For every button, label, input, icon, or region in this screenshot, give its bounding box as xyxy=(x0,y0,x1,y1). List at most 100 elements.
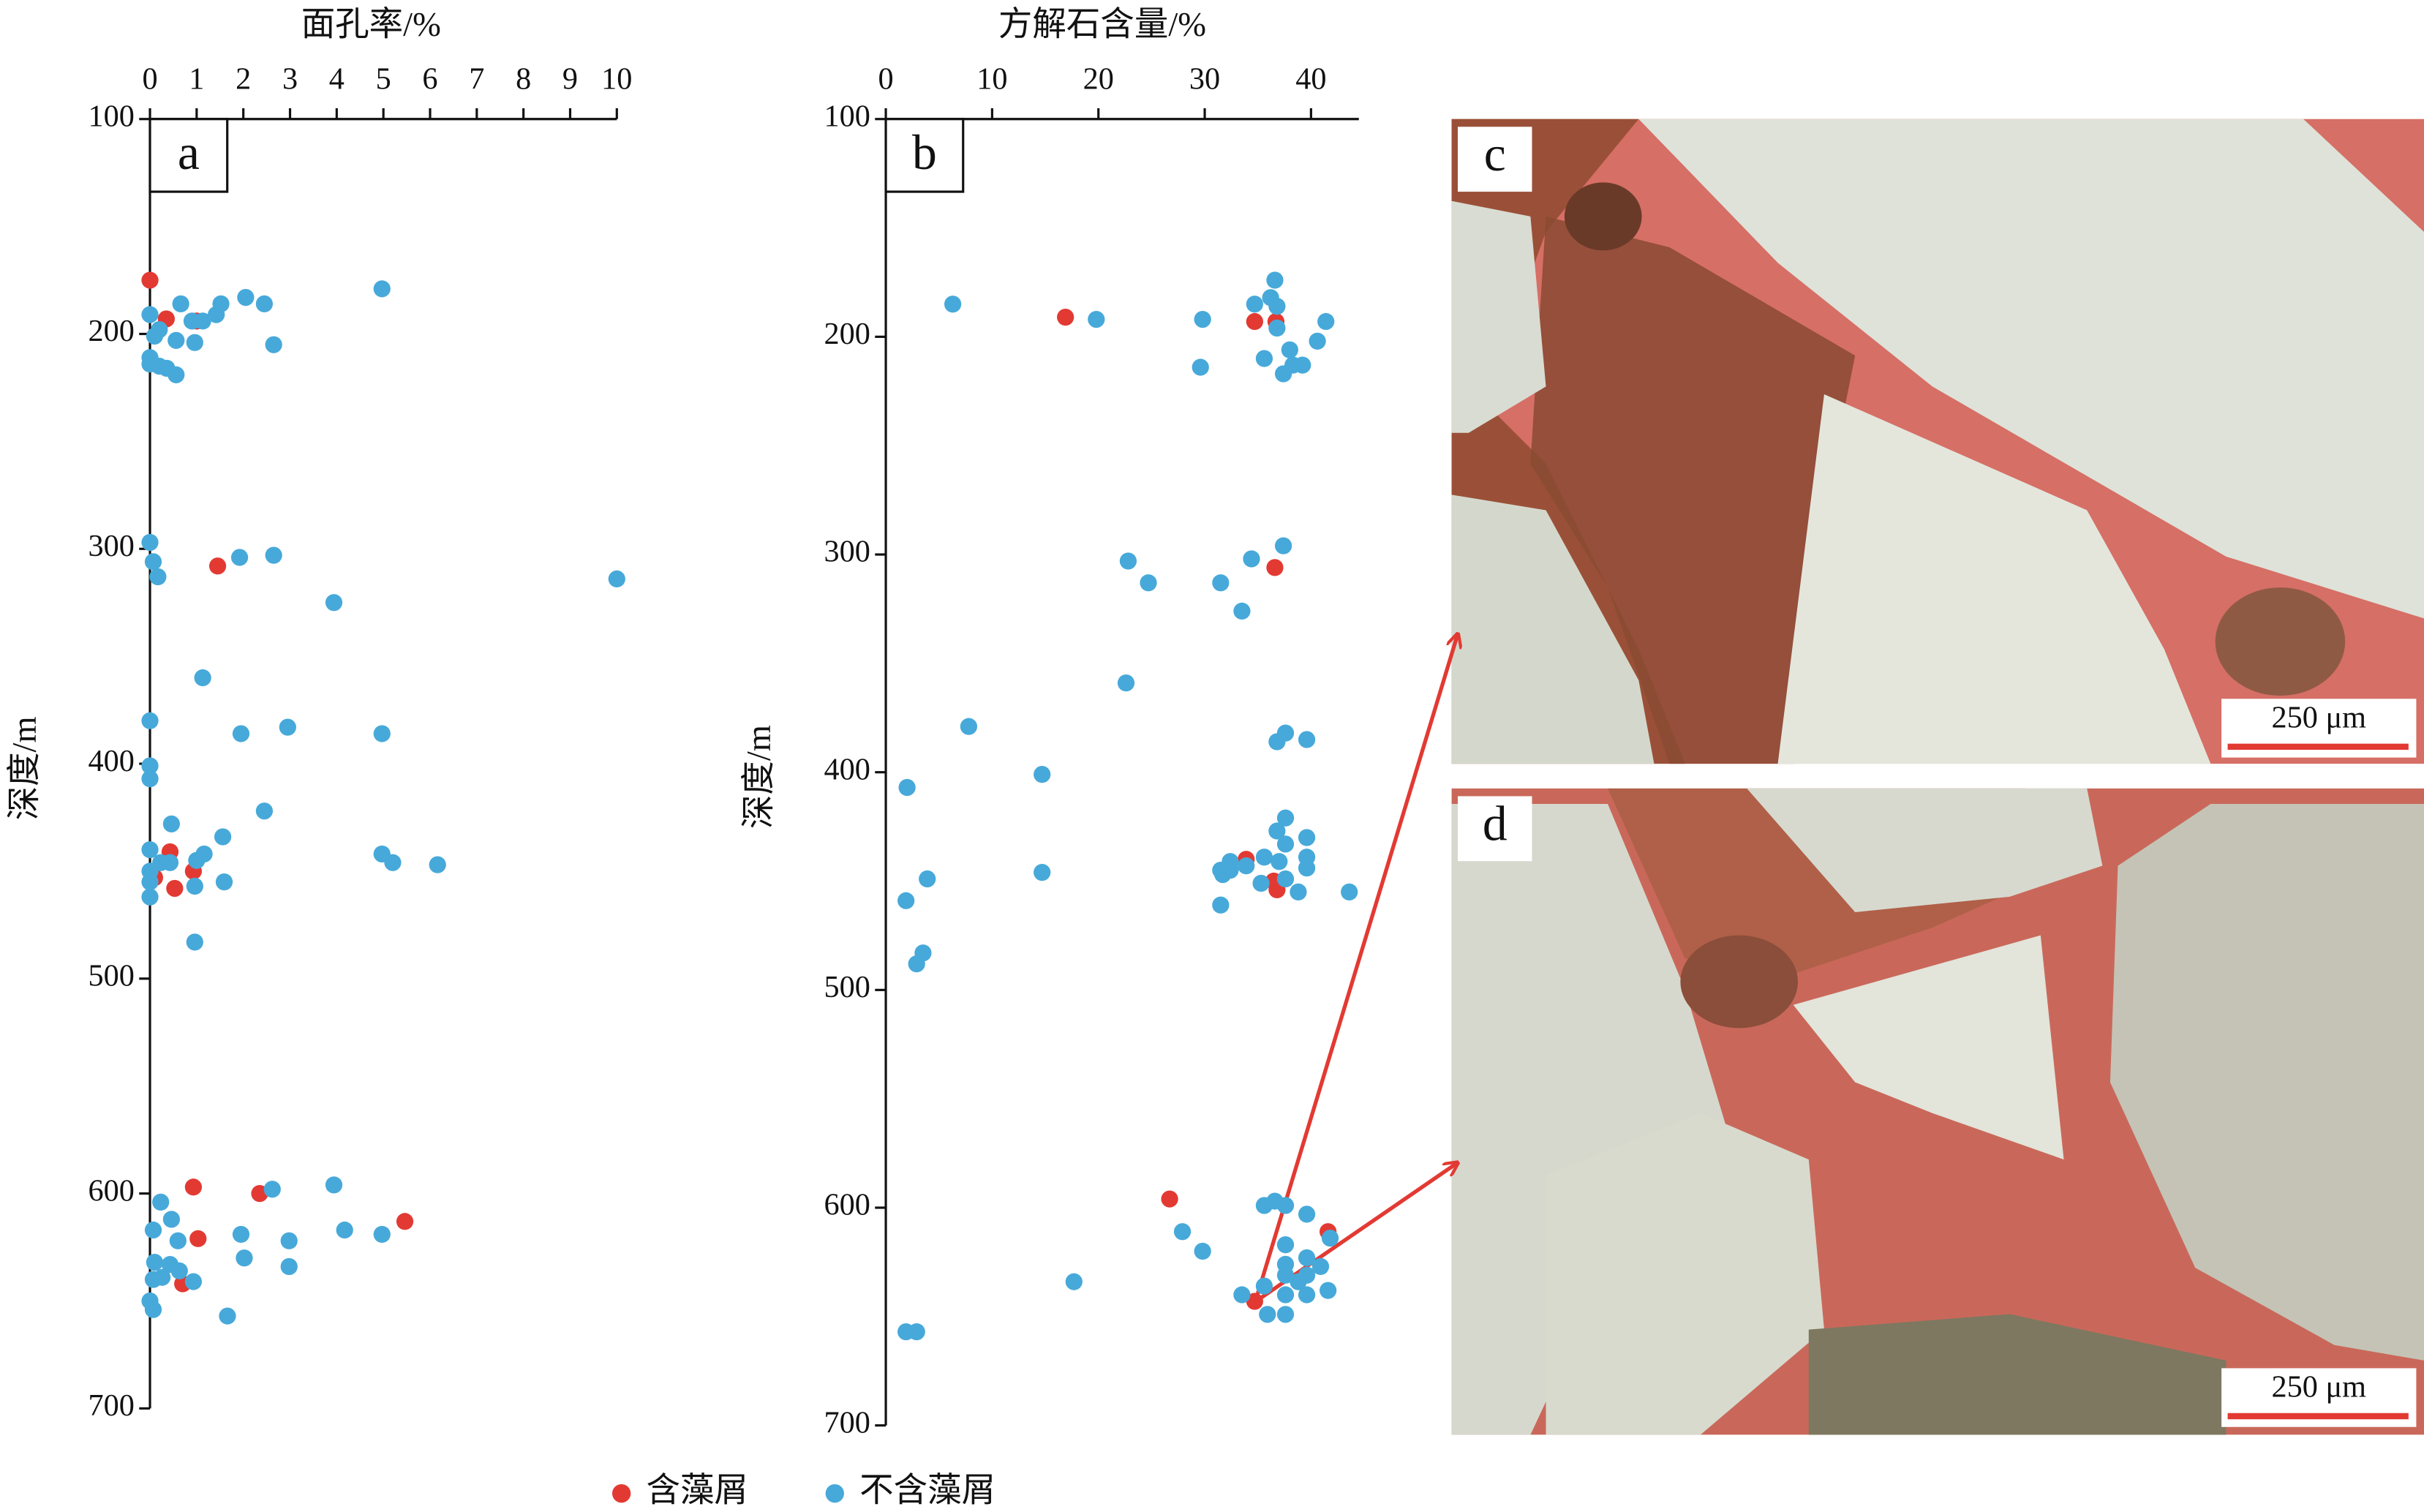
legend-label: 不含藻屑 xyxy=(859,1472,995,1509)
data-point xyxy=(1238,857,1255,875)
data-point xyxy=(1268,319,1286,337)
data-point xyxy=(1034,766,1051,783)
x-tick-label: 1 xyxy=(189,62,204,97)
data-point xyxy=(1298,829,1316,846)
data-point xyxy=(908,1323,925,1341)
data-point xyxy=(189,1230,207,1247)
data-point xyxy=(396,1213,414,1230)
data-point xyxy=(265,336,282,353)
data-point xyxy=(1255,1197,1273,1214)
data-point xyxy=(1088,310,1105,328)
data-point xyxy=(170,1262,188,1280)
data-point xyxy=(232,1225,250,1244)
data-point xyxy=(944,296,962,313)
x-tick-label: 3 xyxy=(282,62,298,97)
data-point xyxy=(1117,674,1135,692)
x-tick-label: 40 xyxy=(1295,62,1326,97)
data-point xyxy=(1298,1206,1316,1223)
y-axis-title: 深度/m xyxy=(741,725,778,829)
data-point xyxy=(162,815,181,832)
panel-label: a xyxy=(178,125,200,180)
data-point xyxy=(141,533,159,552)
x-axis-title: 面孔率/% xyxy=(301,7,441,44)
data-point xyxy=(1271,853,1288,870)
data-point xyxy=(232,725,250,742)
data-point xyxy=(1243,550,1260,568)
y-tick-label: 300 xyxy=(89,529,135,563)
x-tick-label: 0 xyxy=(878,62,893,97)
data-point xyxy=(208,557,227,575)
x-tick-label: 10 xyxy=(601,62,632,97)
data-point xyxy=(183,312,201,330)
data-point xyxy=(141,888,159,906)
data-point xyxy=(1298,1286,1316,1304)
y-tick-label: 600 xyxy=(89,1173,135,1208)
y-tick-label: 500 xyxy=(89,959,135,993)
data-point xyxy=(1252,874,1270,892)
panel-label-box xyxy=(148,118,229,193)
data-point xyxy=(1246,1293,1263,1310)
x-tick-label: 2 xyxy=(236,62,251,97)
y-tick-label: 600 xyxy=(824,1188,870,1222)
data-point xyxy=(1268,822,1286,840)
data-point xyxy=(1192,358,1209,376)
data-point xyxy=(1212,896,1230,914)
data-point xyxy=(1276,1306,1295,1323)
data-point xyxy=(1246,296,1263,313)
data-point xyxy=(1212,574,1230,592)
data-point xyxy=(144,553,162,571)
panel-label: b xyxy=(912,125,937,180)
data-point xyxy=(1274,365,1292,383)
data-point xyxy=(279,718,296,736)
x-tick-label: 10 xyxy=(976,62,1007,97)
data-point xyxy=(1119,552,1137,570)
y-tick-label: 100 xyxy=(89,99,135,133)
data-point xyxy=(152,1193,170,1211)
data-point xyxy=(141,271,159,289)
data-point xyxy=(373,725,391,742)
data-point xyxy=(255,802,274,820)
panel-label: d xyxy=(1483,796,1508,851)
data-point xyxy=(898,778,916,797)
data-point xyxy=(1276,809,1295,827)
data-point xyxy=(162,1211,181,1228)
data-point xyxy=(1233,602,1251,620)
data-point xyxy=(373,1225,391,1244)
data-point xyxy=(1276,1197,1295,1214)
y-tick-label: 400 xyxy=(89,744,135,778)
data-point xyxy=(265,546,282,564)
data-point xyxy=(184,1273,203,1290)
annotation-arrow xyxy=(1253,634,1458,1303)
panel-label-box xyxy=(1458,796,1532,862)
data-point xyxy=(186,877,203,895)
panel-label-box xyxy=(1458,127,1532,192)
x-tick-label: 5 xyxy=(376,62,391,97)
y-tick-label: 200 xyxy=(824,317,870,351)
data-point xyxy=(141,770,159,788)
data-point xyxy=(194,669,211,687)
data-point xyxy=(429,856,446,873)
data-point xyxy=(1268,298,1286,315)
data-point xyxy=(1276,1286,1295,1304)
data-point xyxy=(144,1301,162,1318)
x-tick-label: 8 xyxy=(516,62,531,97)
y-tick-label: 300 xyxy=(824,535,870,569)
data-point xyxy=(280,1257,298,1276)
data-point xyxy=(1276,1235,1295,1254)
data-point xyxy=(1057,308,1074,326)
x-tick-label: 4 xyxy=(329,62,345,97)
data-point xyxy=(1298,731,1316,748)
data-point xyxy=(1311,1257,1330,1275)
data-point xyxy=(214,828,232,846)
data-point xyxy=(1194,1242,1211,1260)
panel-label: c xyxy=(1484,127,1506,181)
data-point xyxy=(919,870,936,888)
data-point xyxy=(1274,537,1292,554)
x-tick-label: 30 xyxy=(1189,62,1220,97)
y-tick-label: 100 xyxy=(824,99,870,133)
data-point xyxy=(1290,1273,1307,1290)
data-point xyxy=(172,295,189,313)
scale-bar-label: 250 μm xyxy=(2272,1370,2367,1404)
data-point xyxy=(263,1181,281,1198)
